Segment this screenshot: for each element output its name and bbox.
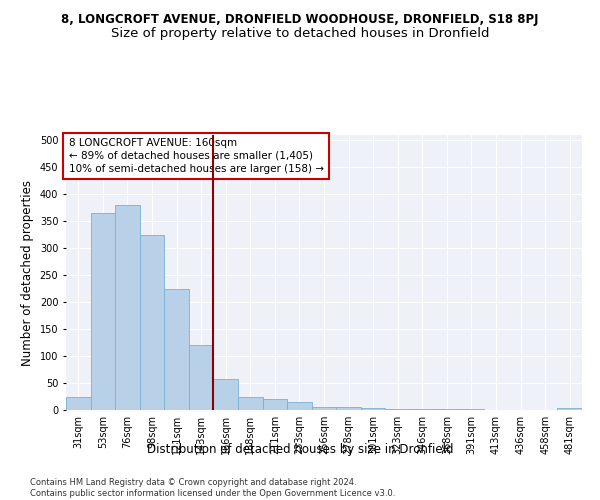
Bar (434, 409, 459, 410)
Bar (312, 407, 336, 410)
Bar (238, 396, 263, 410)
Bar (385, 409, 410, 410)
Bar (287, 402, 312, 410)
Bar (361, 408, 385, 410)
Bar (189, 346, 214, 410)
Bar (410, 409, 434, 410)
Bar (459, 409, 484, 410)
Text: 8 LONGCROFT AVENUE: 160sqm
← 89% of detached houses are smaller (1,405)
10% of s: 8 LONGCROFT AVENUE: 160sqm ← 89% of deta… (68, 138, 323, 174)
Bar (66, 396, 91, 410)
Bar (140, 235, 164, 410)
Text: Contains HM Land Registry data © Crown copyright and database right 2024.
Contai: Contains HM Land Registry data © Crown c… (30, 478, 395, 498)
Bar (164, 288, 189, 410)
Bar (263, 399, 287, 410)
Text: Distribution of detached houses by size in Dronfield: Distribution of detached houses by size … (147, 444, 453, 456)
Bar (91, 213, 115, 410)
Text: Size of property relative to detached houses in Dronfield: Size of property relative to detached ho… (111, 28, 489, 40)
Text: 8, LONGCROFT AVENUE, DRONFIELD WOODHOUSE, DRONFIELD, S18 8PJ: 8, LONGCROFT AVENUE, DRONFIELD WOODHOUSE… (61, 12, 539, 26)
Bar (336, 408, 361, 410)
Bar (115, 205, 140, 410)
Bar (214, 380, 238, 410)
Y-axis label: Number of detached properties: Number of detached properties (21, 180, 34, 366)
Bar (557, 408, 582, 410)
